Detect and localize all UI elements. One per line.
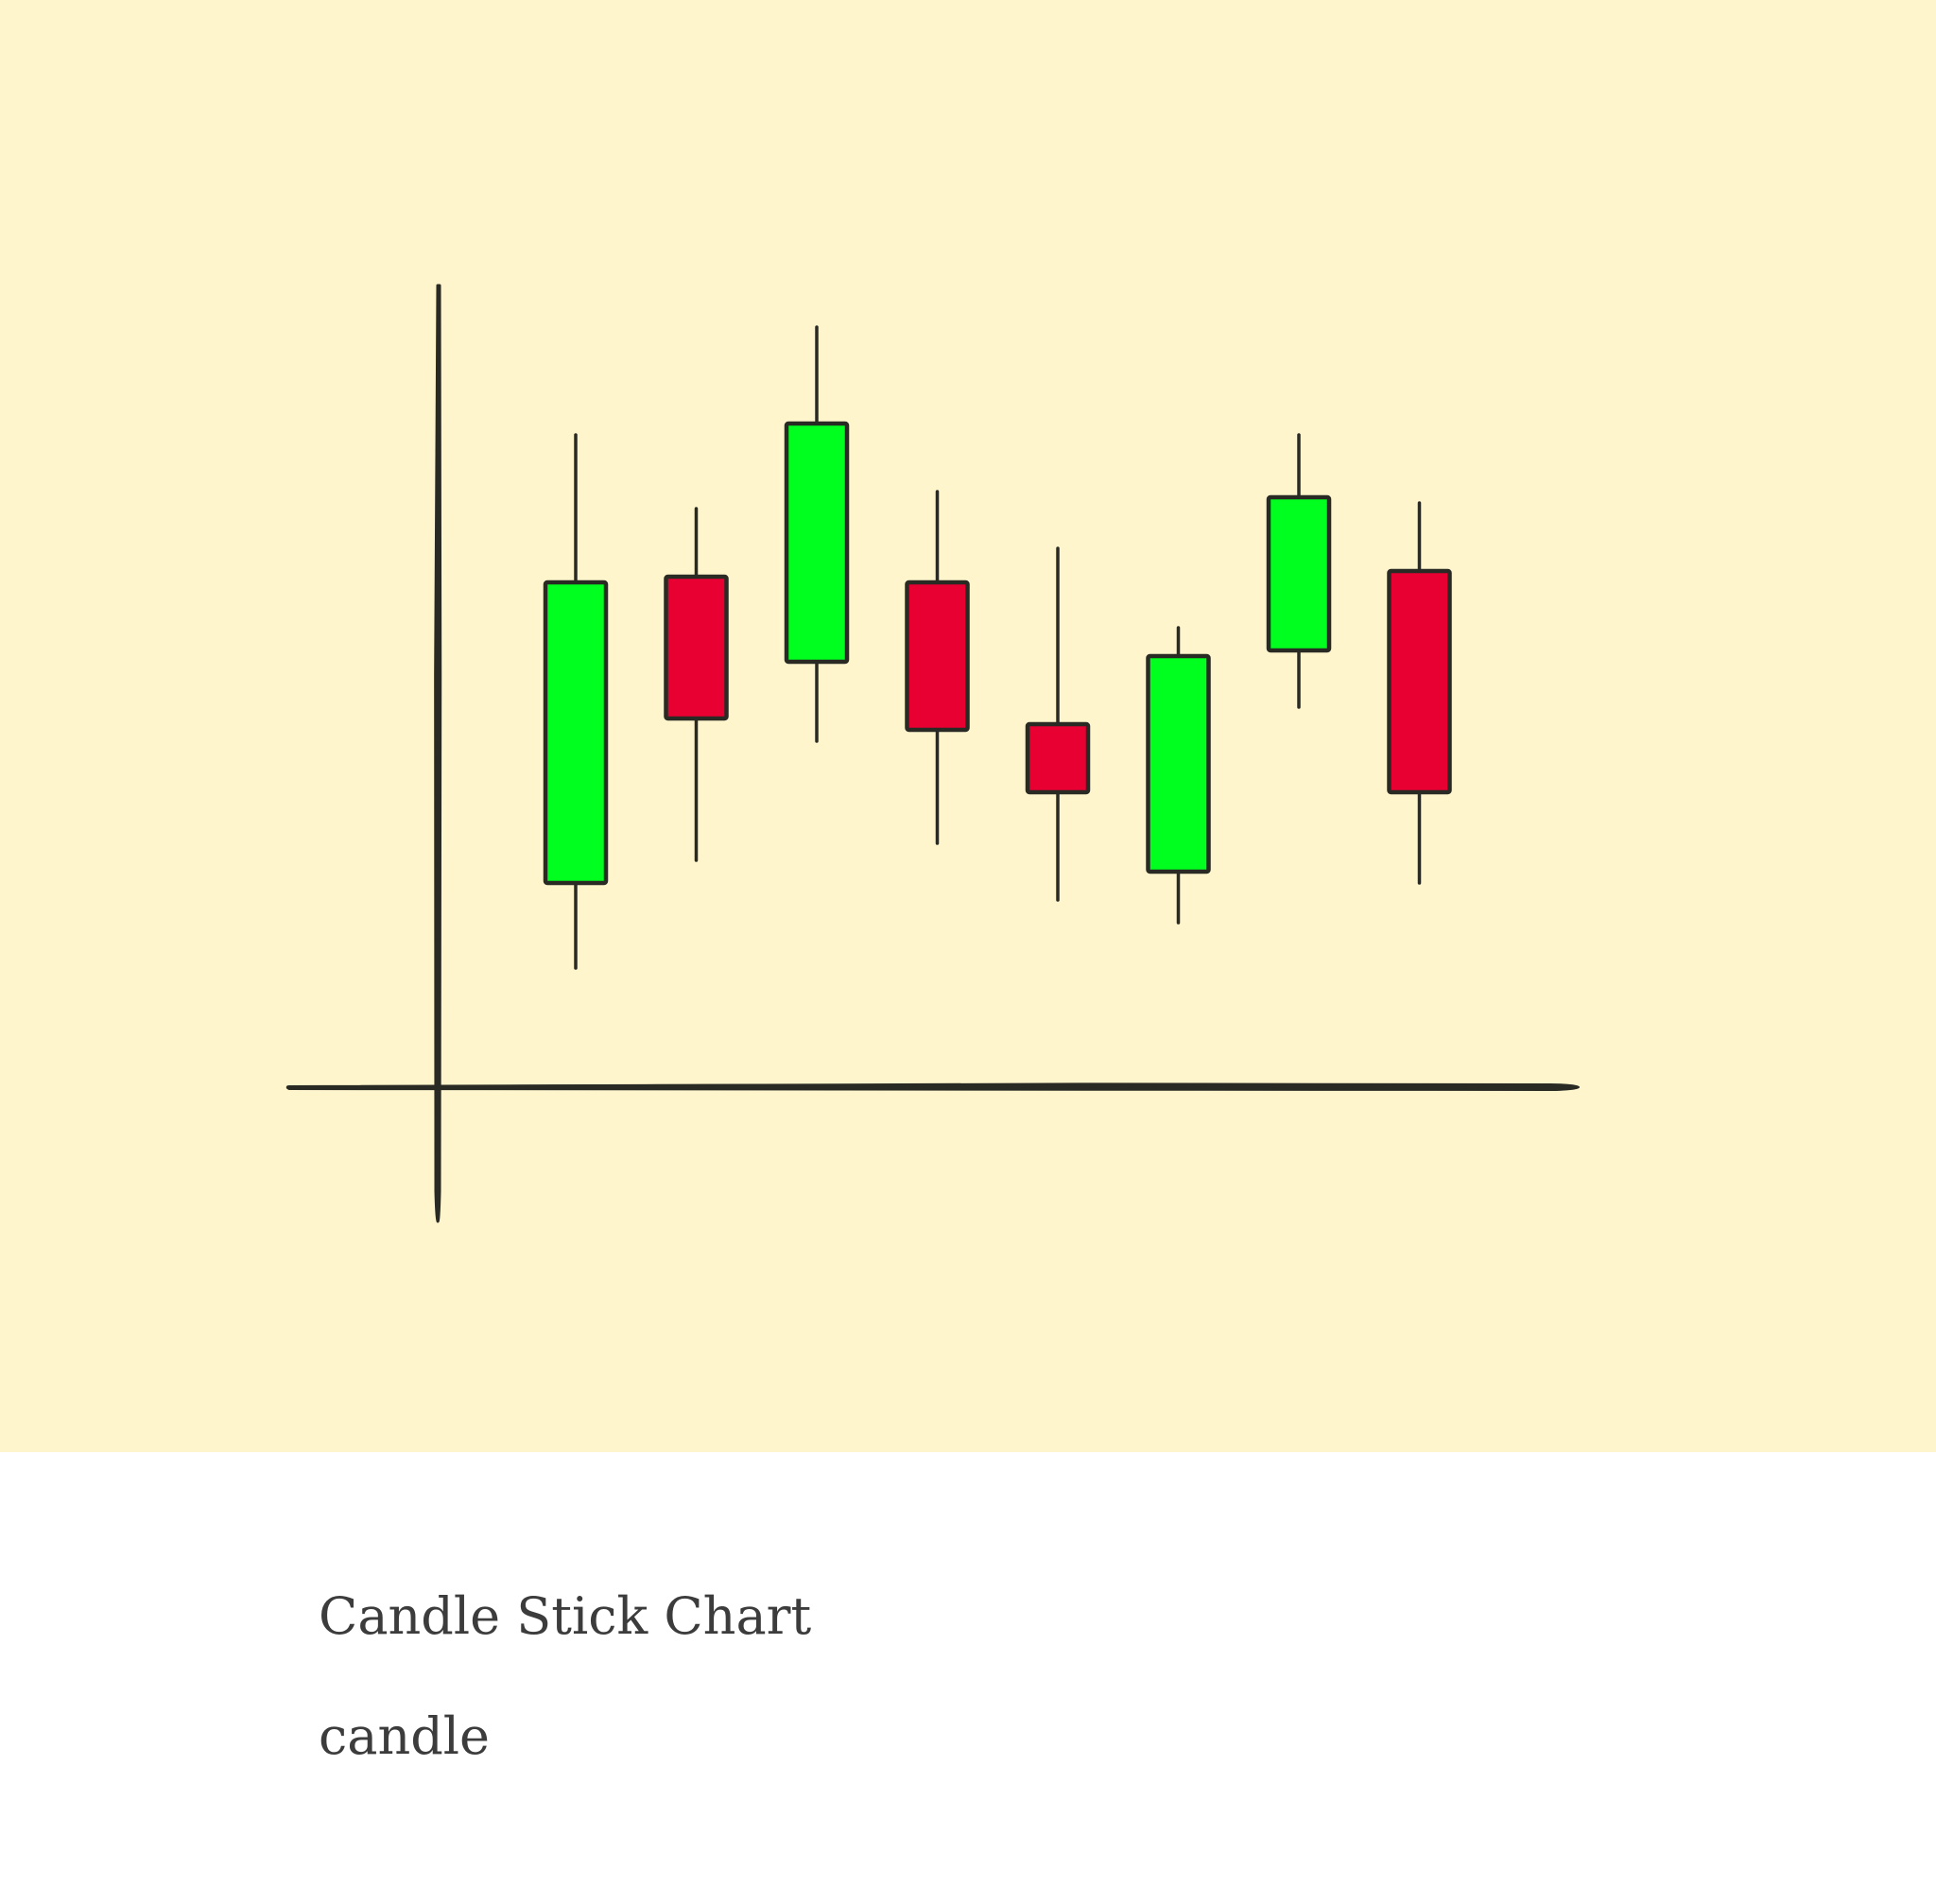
card-tag: candle	[319, 1706, 491, 1766]
candle-4	[905, 490, 970, 845]
candlestick-chart	[285, 284, 1580, 1223]
candle-3	[784, 325, 850, 743]
chart-axes	[285, 284, 1580, 1223]
candle-8	[1387, 501, 1452, 885]
candle-body-up	[1266, 494, 1332, 653]
candle-body-down	[664, 574, 729, 721]
candle-7	[1266, 433, 1332, 709]
candle-body-down	[1025, 721, 1091, 795]
candle-body-up	[1146, 653, 1211, 874]
candles-layer	[543, 325, 1452, 970]
chart-illustration	[0, 0, 1936, 1452]
y-axis	[433, 284, 442, 1223]
caption-panel	[0, 1452, 1936, 1904]
x-axis	[285, 1082, 1580, 1091]
candle-body-up	[543, 580, 609, 886]
candle-5	[1025, 546, 1091, 902]
candle-body-down	[905, 580, 970, 733]
candle-6	[1146, 626, 1211, 925]
candle-body-up	[784, 421, 850, 665]
candle-2	[664, 507, 729, 862]
candle-body-down	[1387, 568, 1452, 795]
card-title: Candle Stick Chart	[319, 1586, 812, 1646]
candle-1	[543, 433, 609, 970]
